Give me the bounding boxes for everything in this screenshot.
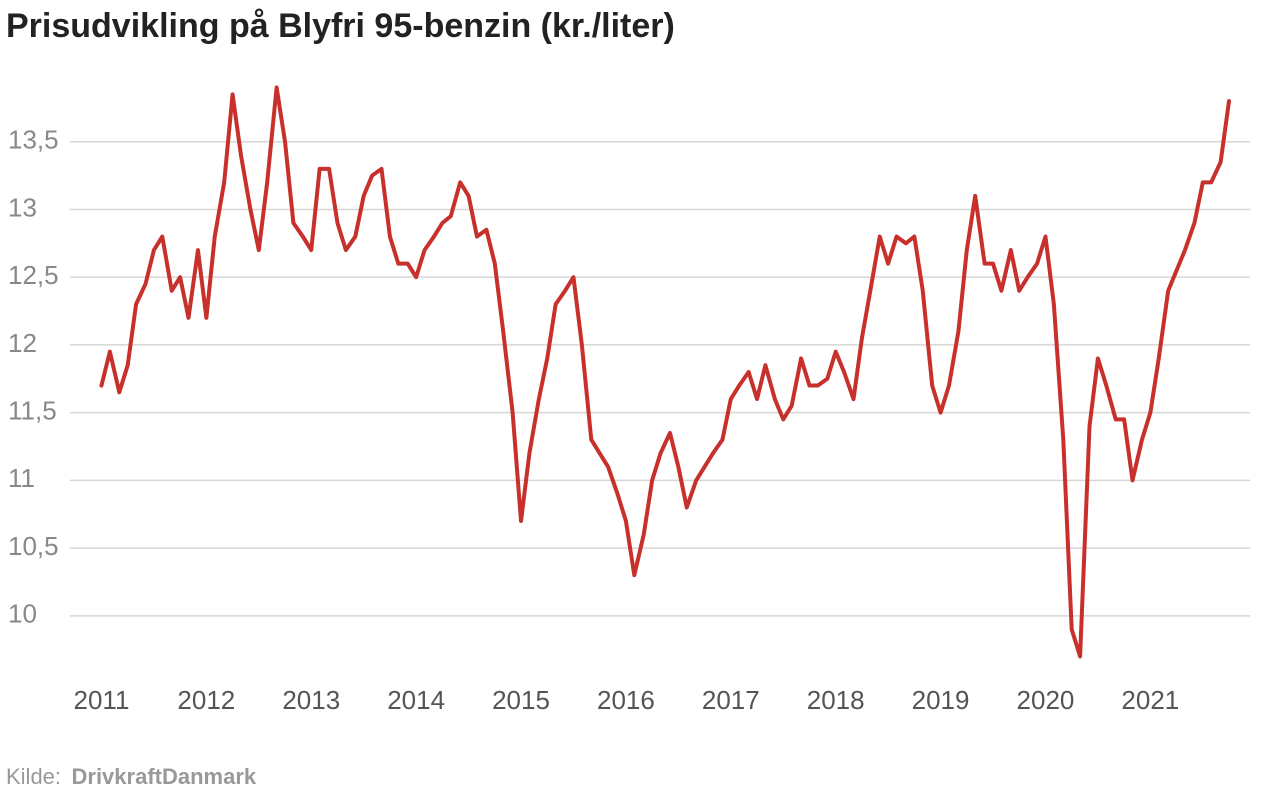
y-tick-label: 12: [8, 328, 37, 358]
y-tick-label: 13,5: [8, 125, 59, 155]
source: Kilde: DrivkraftDanmark: [6, 764, 257, 789]
x-tick-label: 2015: [492, 685, 550, 715]
source-label: Kilde:: [6, 764, 61, 789]
source-name: DrivkraftDanmark: [72, 764, 257, 789]
y-tick-label: 10: [8, 599, 37, 629]
chart-title: Prisudvikling på Blyfri 95-benzin (kr./l…: [6, 7, 675, 45]
line: [99, 85, 1232, 659]
x-tick-label: 2019: [912, 685, 970, 715]
y-tick-label: 11,5: [8, 396, 57, 426]
x-tick-label: 2011: [74, 685, 130, 715]
x-tick-label: 2021: [1121, 685, 1179, 715]
y-tick-label: 13: [8, 192, 37, 222]
y-tick-label: 12,5: [8, 260, 59, 290]
x-tick-label: 2020: [1017, 685, 1075, 715]
x-tick-label: 2016: [597, 685, 655, 715]
x-tick-label: 2012: [177, 685, 235, 715]
x-tick-label: 2018: [807, 685, 865, 715]
y-tick-label: 10,5: [8, 531, 59, 561]
x-tick-label: 2017: [702, 685, 760, 715]
y-tick-label: 11: [8, 463, 35, 493]
x-tick-label: 2013: [282, 685, 340, 715]
x-tick-label: 2014: [387, 685, 445, 715]
